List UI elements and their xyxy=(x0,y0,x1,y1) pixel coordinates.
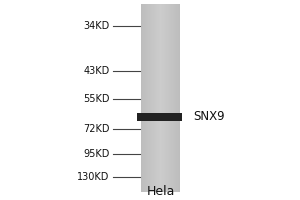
Bar xyxy=(176,4,177,192)
Bar xyxy=(149,4,150,192)
Bar xyxy=(172,4,173,192)
Bar xyxy=(163,4,164,192)
Bar xyxy=(162,4,163,192)
Bar xyxy=(148,4,149,192)
Bar xyxy=(152,4,153,192)
Bar xyxy=(156,4,157,192)
Text: 34KD: 34KD xyxy=(83,21,110,31)
Bar xyxy=(172,4,173,192)
Bar xyxy=(154,4,155,192)
Bar xyxy=(159,4,160,192)
Bar xyxy=(168,4,169,192)
Bar xyxy=(171,4,172,192)
Bar xyxy=(174,4,175,192)
Bar xyxy=(169,4,170,192)
Bar xyxy=(179,4,180,192)
Bar xyxy=(158,4,159,192)
Bar xyxy=(151,4,152,192)
Bar xyxy=(178,4,179,192)
Bar xyxy=(158,4,159,192)
Bar xyxy=(146,4,147,192)
Bar xyxy=(174,4,175,192)
Bar xyxy=(151,4,152,192)
Text: 130KD: 130KD xyxy=(77,172,110,182)
Bar xyxy=(142,4,143,192)
Bar xyxy=(173,4,174,192)
Bar xyxy=(152,4,153,192)
Bar xyxy=(177,4,178,192)
Bar xyxy=(165,4,166,192)
Bar xyxy=(148,4,149,192)
Bar xyxy=(163,4,164,192)
Bar xyxy=(169,4,170,192)
Bar xyxy=(169,4,170,192)
Bar xyxy=(178,4,179,192)
Bar xyxy=(167,4,168,192)
Bar xyxy=(167,4,168,192)
Bar xyxy=(143,4,144,192)
Bar xyxy=(160,4,161,192)
Bar xyxy=(144,4,145,192)
Bar xyxy=(155,4,156,192)
Bar xyxy=(157,4,158,192)
Bar xyxy=(171,4,172,192)
Bar xyxy=(166,4,167,192)
Bar xyxy=(146,4,147,192)
Bar xyxy=(155,4,156,192)
Bar xyxy=(147,4,148,192)
Bar xyxy=(166,4,167,192)
Text: 55KD: 55KD xyxy=(83,94,110,104)
Bar xyxy=(147,4,148,192)
Bar xyxy=(143,4,144,192)
Bar xyxy=(170,4,171,192)
Bar xyxy=(165,4,166,192)
Bar xyxy=(168,4,169,192)
Bar xyxy=(177,4,178,192)
Bar xyxy=(159,4,160,192)
Bar xyxy=(142,4,143,192)
Bar xyxy=(150,4,151,192)
Bar xyxy=(176,4,177,192)
Bar xyxy=(161,4,162,192)
Text: Hela: Hela xyxy=(146,185,175,198)
Bar xyxy=(141,4,142,192)
Bar xyxy=(160,4,161,192)
Bar xyxy=(153,4,154,192)
Bar xyxy=(164,4,165,192)
Text: 43KD: 43KD xyxy=(83,66,110,76)
Bar xyxy=(145,4,146,192)
Bar xyxy=(136,113,182,121)
Bar xyxy=(170,4,171,192)
Bar xyxy=(145,4,146,192)
Bar xyxy=(175,4,176,192)
Text: 95KD: 95KD xyxy=(83,149,110,159)
Bar xyxy=(173,4,174,192)
Bar xyxy=(150,4,151,192)
Bar xyxy=(164,4,165,192)
Bar xyxy=(141,4,142,192)
Text: 72KD: 72KD xyxy=(83,124,110,134)
Bar xyxy=(161,4,162,192)
Bar xyxy=(160,4,161,192)
Text: SNX9: SNX9 xyxy=(194,110,225,123)
Bar xyxy=(156,4,157,192)
